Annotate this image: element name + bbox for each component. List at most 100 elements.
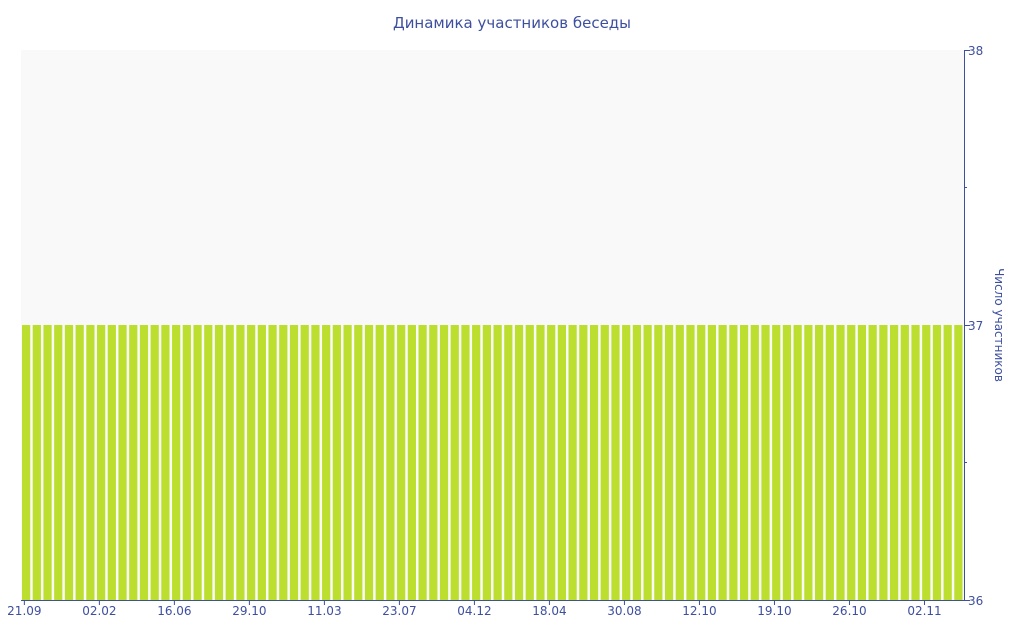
x-tick-label: 18.04 <box>532 604 566 618</box>
bar <box>804 325 813 600</box>
bar <box>279 325 288 600</box>
bar <box>439 325 449 600</box>
bar <box>247 325 256 600</box>
chart-title: Динамика участников беседы <box>393 14 631 32</box>
x-tick-label: 11.03 <box>307 604 341 618</box>
bar <box>579 325 588 600</box>
bar <box>654 325 663 600</box>
y-tick-label: 38 <box>968 44 983 58</box>
bar <box>750 325 759 600</box>
bar <box>825 325 834 600</box>
bar <box>268 325 277 600</box>
y-ticks: 36 37 38 <box>964 44 983 608</box>
y-tick-label: 37 <box>968 319 983 333</box>
bars <box>22 325 963 600</box>
bar <box>375 325 384 600</box>
bar <box>172 325 181 600</box>
bar <box>311 325 320 600</box>
bar <box>182 325 191 600</box>
bar <box>257 325 266 600</box>
bar <box>54 325 63 600</box>
bar <box>75 325 84 600</box>
bar <box>354 325 363 600</box>
bar <box>86 325 95 600</box>
bar <box>118 325 127 600</box>
x-tick-label: 29.10 <box>232 604 266 618</box>
bar <box>418 325 427 600</box>
bar <box>889 325 899 600</box>
bar <box>407 325 416 600</box>
bar <box>97 325 106 600</box>
x-tick-label: 30.08 <box>607 604 641 618</box>
bar <box>482 325 491 600</box>
bar <box>600 325 609 600</box>
bar <box>761 325 770 600</box>
bar <box>675 325 684 600</box>
bar <box>536 325 545 600</box>
bar <box>300 325 309 600</box>
bar <box>943 325 952 600</box>
x-tick-label: 21.09 <box>7 604 41 618</box>
bar <box>557 325 567 600</box>
bar <box>139 325 149 600</box>
bar <box>493 325 502 600</box>
bar <box>22 325 31 600</box>
bar <box>472 325 481 600</box>
bar <box>193 325 202 600</box>
x-tick-label: 19.10 <box>757 604 791 618</box>
bar <box>525 325 534 600</box>
x-tick-label: 23.07 <box>382 604 416 618</box>
bar <box>900 325 909 600</box>
x-tick-label: 12.10 <box>682 604 716 618</box>
bar <box>397 325 406 600</box>
bar <box>289 325 299 600</box>
bar <box>739 325 749 600</box>
bar <box>204 325 213 600</box>
bar <box>43 325 52 600</box>
bar <box>954 325 963 600</box>
bar <box>589 325 599 600</box>
bar <box>847 325 856 600</box>
bar <box>718 325 727 600</box>
bar <box>932 325 942 600</box>
bar <box>322 325 331 600</box>
bar <box>64 325 74 600</box>
y-axis-label: Число участников <box>992 268 1006 382</box>
bar <box>161 325 170 600</box>
x-tick-label: 02.11 <box>907 604 941 618</box>
bar <box>568 325 577 600</box>
bar <box>782 325 792 600</box>
x-tick-label: 16.06 <box>157 604 191 618</box>
bar <box>129 325 138 600</box>
bar <box>793 325 802 600</box>
bar <box>461 325 470 600</box>
bar <box>707 325 717 600</box>
bar <box>332 325 341 600</box>
bar <box>547 325 556 600</box>
bar <box>922 325 931 600</box>
x-tick-label: 02.02 <box>82 604 116 618</box>
bar <box>836 325 845 600</box>
bar <box>107 325 116 600</box>
bar <box>857 325 867 600</box>
bar <box>729 325 738 600</box>
x-tick-label: 26.10 <box>832 604 866 618</box>
bar <box>611 325 620 600</box>
y-tick-label: 36 <box>968 594 983 608</box>
bar <box>686 325 695 600</box>
bar <box>622 325 631 600</box>
bar <box>150 325 159 600</box>
bar <box>343 325 352 600</box>
bar <box>879 325 888 600</box>
bar <box>364 325 374 600</box>
bar <box>214 325 224 600</box>
bar <box>772 325 781 600</box>
bar <box>814 325 824 600</box>
bar <box>504 325 513 600</box>
bar <box>514 325 524 600</box>
bar <box>664 325 674 600</box>
bar <box>429 325 438 600</box>
bar <box>225 325 234 600</box>
bar <box>632 325 642 600</box>
